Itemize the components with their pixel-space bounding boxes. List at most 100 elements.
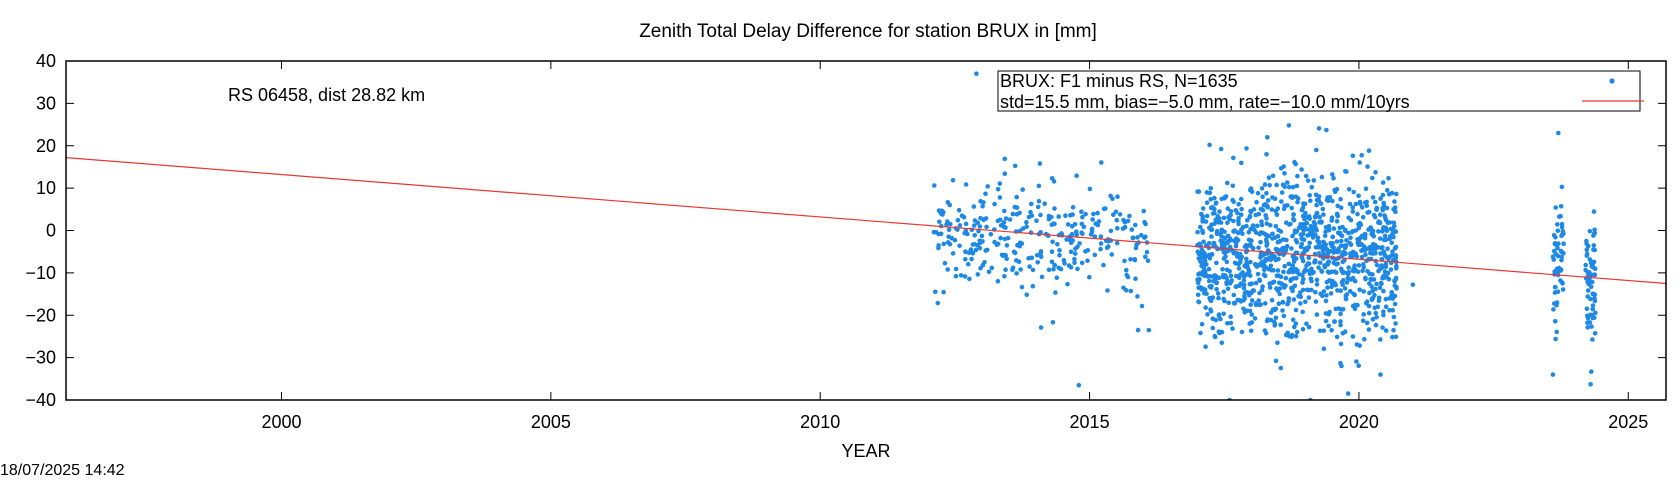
data-point [1085, 258, 1090, 264]
data-point [1010, 211, 1016, 217]
data-point [1361, 264, 1366, 270]
data-point [1279, 199, 1284, 204]
data-point [1326, 323, 1331, 329]
data-point [1036, 198, 1042, 204]
data-point [977, 224, 983, 229]
data-point [1364, 320, 1370, 326]
data-point [1335, 203, 1340, 209]
data-point [1236, 201, 1241, 207]
data-point [983, 216, 989, 221]
data-point [1376, 298, 1382, 304]
data-point [1316, 126, 1322, 131]
data-point [1280, 245, 1286, 251]
data-point [1117, 212, 1123, 217]
data-point [1262, 273, 1268, 279]
data-point [1195, 229, 1200, 235]
data-point [1275, 206, 1281, 211]
data-point [1295, 268, 1300, 273]
data-point [1248, 242, 1253, 247]
data-point [1555, 270, 1561, 275]
data-point [1372, 250, 1378, 255]
data-point [945, 200, 951, 205]
data-point [1213, 201, 1219, 206]
data-point [1293, 333, 1299, 339]
data-point [1065, 222, 1071, 227]
data-point [1342, 243, 1347, 248]
data-point [1386, 175, 1391, 181]
data-point [1294, 239, 1300, 245]
data-point [1066, 237, 1072, 242]
data-point [1338, 341, 1344, 347]
data-point [1231, 218, 1236, 224]
data-point [1220, 267, 1225, 272]
x-tick-label: 2010 [800, 412, 840, 432]
data-point [1585, 288, 1591, 293]
data-point [936, 243, 941, 248]
data-point [1293, 194, 1299, 200]
data-point [1306, 255, 1312, 260]
data-point [1394, 191, 1399, 197]
data-point [1269, 252, 1275, 257]
data-point [1350, 249, 1356, 255]
data-point [1373, 322, 1379, 328]
data-point [1001, 220, 1007, 225]
data-point [1348, 253, 1353, 259]
data-point [1590, 303, 1596, 308]
data-point [1302, 221, 1308, 227]
data-point [1208, 307, 1213, 312]
data-point [1258, 239, 1263, 245]
data-point [1393, 229, 1399, 234]
data-point [1555, 228, 1561, 233]
data-point [1276, 301, 1282, 307]
data-point [1224, 259, 1230, 265]
data-point [1367, 244, 1373, 250]
data-point [1263, 301, 1268, 306]
data-point [972, 218, 978, 223]
data-point [1282, 203, 1287, 209]
data-point [1290, 317, 1296, 323]
data-point [1130, 235, 1136, 240]
data-point [1209, 234, 1214, 239]
data-point [932, 183, 937, 188]
data-point [977, 245, 983, 251]
data-point [1347, 240, 1352, 246]
data-point [1228, 280, 1233, 286]
data-point [1357, 160, 1362, 165]
data-point [1256, 298, 1261, 303]
data-point [1242, 263, 1247, 269]
data-point [1237, 298, 1242, 303]
data-point [1333, 306, 1339, 312]
data-point [1377, 285, 1383, 291]
data-point [1231, 199, 1236, 205]
data-point [1098, 246, 1103, 252]
data-point [1321, 328, 1327, 334]
data-point [1380, 325, 1385, 330]
data-point [1096, 219, 1102, 224]
data-point [1291, 256, 1297, 261]
data-point [1238, 257, 1243, 262]
legend-label-line: std=15.5 mm, bias=−5.0 mm, rate=−10.0 mm… [1000, 92, 1410, 112]
data-point [1049, 249, 1055, 254]
data-point [1079, 221, 1085, 227]
data-point [1308, 223, 1314, 229]
data-point [1309, 287, 1314, 293]
data-point [1273, 224, 1279, 229]
data-point [1239, 329, 1245, 335]
data-point [969, 256, 974, 262]
x-tick-label: 2000 [261, 412, 301, 432]
data-point [1246, 229, 1252, 235]
data-point [1275, 288, 1281, 294]
data-point [1204, 200, 1210, 205]
data-point [1330, 198, 1335, 204]
data-point [1201, 265, 1207, 271]
data-point [1212, 195, 1217, 201]
data-point [1359, 254, 1365, 260]
data-point [1237, 251, 1243, 257]
data-point [1250, 225, 1256, 230]
data-point [1372, 305, 1378, 311]
data-point [1384, 228, 1389, 233]
data-point [1120, 226, 1126, 231]
data-point [1361, 312, 1366, 317]
data-point [1335, 261, 1340, 267]
data-point [1019, 284, 1025, 290]
